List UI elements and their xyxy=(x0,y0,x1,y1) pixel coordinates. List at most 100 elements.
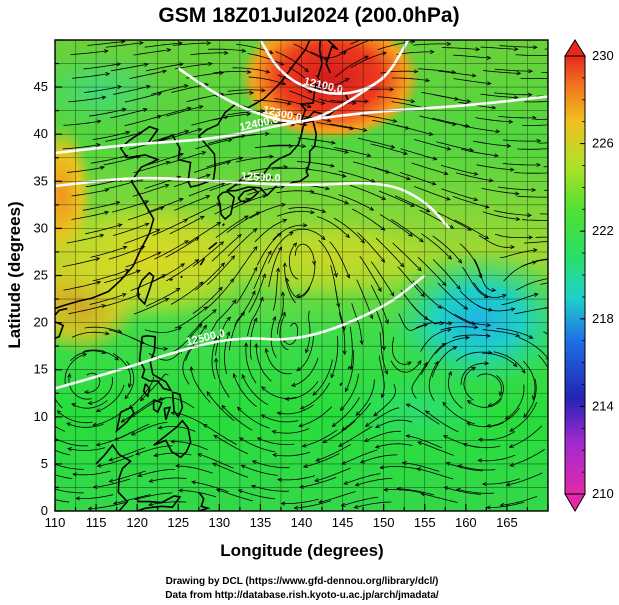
streamline-arrow xyxy=(278,246,283,252)
streamline-arrow xyxy=(108,478,114,483)
streamline-arrow xyxy=(280,291,286,297)
streamline xyxy=(229,311,245,351)
streamline xyxy=(477,373,502,396)
streamline-arrow xyxy=(390,144,396,149)
streamline-arrow xyxy=(137,473,143,478)
streamline-arrow xyxy=(549,54,553,58)
streamline-arrow xyxy=(219,241,225,246)
streamline-arrow xyxy=(301,143,307,149)
streamline-arrow xyxy=(251,290,256,296)
streamline xyxy=(291,357,319,387)
coastline xyxy=(339,382,343,387)
streamline xyxy=(453,54,491,59)
coastline xyxy=(136,495,182,511)
streamline xyxy=(390,360,422,373)
streamline-arrow xyxy=(374,444,380,449)
streamline-arrow xyxy=(516,71,522,76)
coastline xyxy=(216,190,235,221)
streamline-arrow xyxy=(536,162,542,168)
streamline-arrow xyxy=(75,496,80,501)
streamline xyxy=(379,332,388,375)
streamline xyxy=(438,70,476,77)
streamline-arrow xyxy=(486,333,491,338)
streamline-arrow xyxy=(198,281,204,286)
x-tick-label: 135 xyxy=(250,515,272,530)
streamline xyxy=(286,278,311,299)
streamline xyxy=(452,334,490,339)
streamline-arrow xyxy=(501,294,507,298)
coastline xyxy=(55,320,65,339)
streamline xyxy=(104,269,141,284)
streamline-arrow xyxy=(267,250,272,256)
streamline-arrow xyxy=(465,335,470,340)
streamline xyxy=(206,157,243,168)
streamline xyxy=(316,122,354,130)
streamline xyxy=(524,241,548,244)
streamline xyxy=(151,85,188,95)
streamline xyxy=(90,155,128,164)
streamline-arrow xyxy=(382,30,386,33)
streamline xyxy=(538,142,548,144)
streamline xyxy=(375,419,413,428)
streamline-arrow xyxy=(556,122,560,126)
streamline-arrow xyxy=(364,55,369,60)
streamline-arrow xyxy=(264,347,269,353)
streamline xyxy=(318,239,337,277)
streamline-arrow xyxy=(437,304,443,309)
streamline-arrow xyxy=(120,418,126,423)
streamline-arrow xyxy=(336,303,341,308)
streamline xyxy=(170,281,204,305)
streamline xyxy=(277,404,314,415)
streamline-arrow xyxy=(291,382,296,387)
streamline-arrow xyxy=(103,49,109,54)
streamline xyxy=(252,460,290,469)
streamline xyxy=(92,131,130,140)
streamline-arrow xyxy=(510,307,516,312)
streamline xyxy=(391,77,430,82)
streamline-arrow xyxy=(261,273,266,279)
streamline xyxy=(341,496,379,507)
streamline-arrow xyxy=(439,320,445,326)
streamline-arrow xyxy=(144,222,150,227)
streamline xyxy=(444,486,482,495)
streamline xyxy=(330,265,340,308)
streamline-arrow xyxy=(410,98,416,104)
streamline xyxy=(329,123,367,131)
streamline-arrow xyxy=(407,361,412,366)
streamline xyxy=(150,263,185,284)
streamline xyxy=(211,234,242,262)
streamline xyxy=(88,502,126,510)
streamline xyxy=(392,337,412,365)
streamline xyxy=(121,400,154,423)
streamline-arrow xyxy=(477,437,483,442)
colorbar-tick-label: 222 xyxy=(592,223,614,238)
streamline xyxy=(97,455,134,467)
streamline xyxy=(338,194,374,211)
streamline-arrow xyxy=(117,223,123,228)
streamline xyxy=(76,494,114,499)
streamline-arrow xyxy=(268,175,274,180)
streamline xyxy=(277,292,284,335)
streamline xyxy=(137,469,175,477)
streamline xyxy=(284,263,296,304)
streamline-arrow xyxy=(481,481,487,487)
streamline xyxy=(112,200,149,213)
streamline xyxy=(413,43,451,46)
streamline-arrow xyxy=(296,366,302,372)
streamline-arrow xyxy=(251,460,257,465)
streamline xyxy=(360,454,398,463)
streamline-arrow xyxy=(491,105,497,110)
streamline-arrow xyxy=(284,396,290,402)
streamline-arrow xyxy=(551,195,555,198)
streamline-arrow xyxy=(260,414,266,419)
streamline-arrow xyxy=(508,443,514,448)
streamline xyxy=(298,406,333,427)
streamline xyxy=(55,397,63,409)
streamline xyxy=(166,105,203,117)
streamline-arrow xyxy=(515,333,521,338)
streamline xyxy=(399,171,436,185)
streamline-arrow xyxy=(226,316,232,322)
streamline xyxy=(373,384,396,417)
streamline-arrow xyxy=(246,112,252,117)
